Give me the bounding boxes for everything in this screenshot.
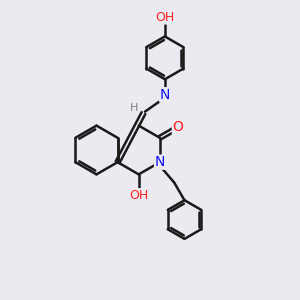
Text: H: H (130, 103, 138, 113)
Text: N: N (154, 155, 165, 169)
Text: O: O (172, 120, 183, 134)
Text: OH: OH (155, 11, 175, 24)
Text: OH: OH (129, 189, 148, 202)
Text: N: N (160, 88, 170, 102)
